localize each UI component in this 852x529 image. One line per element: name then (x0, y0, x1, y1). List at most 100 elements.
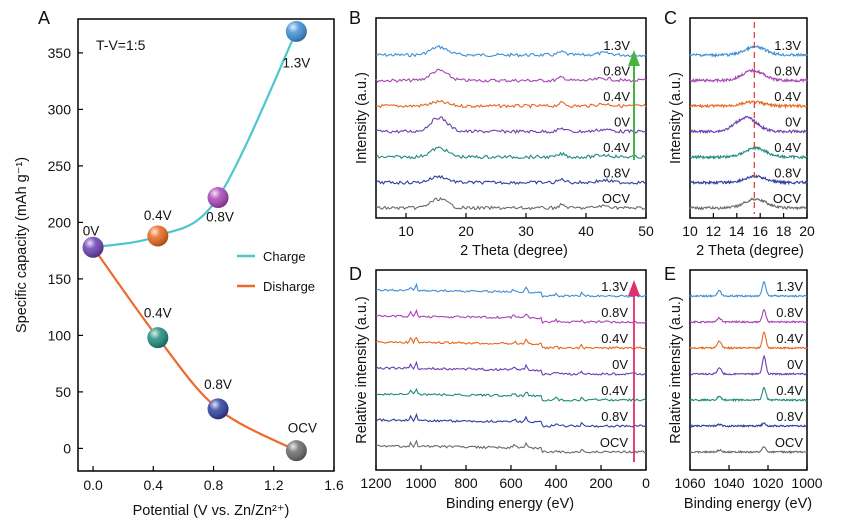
panel-d-ylabel: Relative intensity (a.u.) (354, 296, 370, 443)
panel-a-ytick-label: 0 (63, 440, 71, 456)
panel-d-trace-label: 0.8V (601, 305, 628, 320)
panel-d-trace (375, 387, 647, 402)
panel-b-trace (375, 116, 647, 135)
panel-c-trace (689, 174, 808, 186)
panel-b-trace-label: 1.3V (603, 38, 630, 53)
panel-b-trace-label: 0.8V (603, 166, 630, 181)
panel-d-trace (375, 439, 647, 454)
panel-c-trace (689, 197, 807, 211)
panel-a: A T-V=1:5 0.0 0.4 0.8 1.2 1.6 0 50 100 150 200 250… (14, 8, 344, 519)
panel-e-label: E (664, 264, 676, 284)
panel-d-trace-label: 0V (612, 357, 628, 372)
panel-c-xtick-label: 14 (729, 223, 745, 239)
panel-a-xlabel: Potential (V vs. Zn/Zn²⁺) (133, 503, 290, 519)
panel-a-ytick-label: 150 (48, 271, 72, 287)
panel-c-frame (689, 17, 808, 219)
panel-e-trace-label: 0.4V (776, 383, 803, 398)
panel-b-frame (375, 17, 647, 219)
panel-e-trace-label: 0.4V (776, 331, 803, 346)
panel-e-trace-label: OCV (775, 435, 804, 450)
panel-e-trace (689, 445, 808, 455)
panel-a-point-shine (82, 236, 104, 258)
panel-a-legend: Charge Disharge (237, 249, 315, 294)
panel-b-trace (375, 68, 647, 83)
panel-a-series-line-charge (92, 30, 298, 249)
panel-e-trace (689, 308, 808, 325)
panel-a-point-shine (285, 20, 307, 42)
panel-a-ylabel: Specific capacity (mAh g⁻¹) (14, 157, 30, 333)
panel-b-ylabel: Intensity (a.u.) (354, 72, 370, 164)
panel-a-label: A (38, 8, 50, 28)
panel-d-label: D (349, 264, 362, 284)
panel-d-xtick-label: 0 (642, 475, 650, 491)
panel-d-xtick-label: 200 (589, 475, 613, 491)
panel-c-trace-label: 1.3V (774, 38, 801, 53)
panel-c-trace (689, 67, 808, 84)
panel-a-xtick-label: 0.8 (204, 477, 224, 493)
panel-a-ytick-label: 50 (55, 384, 71, 400)
panel-c-trace-label: 0.8V (774, 64, 801, 79)
panel-b-xtick-label: 50 (638, 223, 654, 239)
panel-c: C 1.3V 0.8V 0.4V 0V 0.4V 0.8V OCV 10 12 14 16 18 20… (664, 8, 815, 259)
panel-e-trace (689, 386, 808, 402)
panel-d: D 1.3V 0.8V 0.4V 0V 0.4V 0.8V OCV 1200 1000 800 6… (349, 264, 650, 512)
panel-c-trace-label: 0V (785, 115, 801, 130)
panel-b-trace (375, 99, 647, 109)
panel-d-xtick-label: 1000 (405, 475, 436, 491)
panel-a-point-label: OCV (288, 421, 317, 436)
panel-c-trace-label: 0.4V (774, 89, 801, 104)
panel-a-point-shine (207, 398, 229, 420)
panel-e-trace-label: 0.8V (776, 409, 803, 424)
panel-a-point-shine (285, 440, 307, 462)
panel-e-trace (689, 280, 808, 298)
panel-d-xtick-label: 800 (454, 475, 478, 491)
panel-b-arrow-head (628, 50, 640, 66)
panel-a-point-label: 0.8V (204, 377, 232, 392)
panel-c-xlabel: 2 Theta (degree) (696, 243, 804, 259)
panel-b-trace (375, 197, 647, 211)
panel-a-xtick-label: 0.0 (83, 477, 103, 493)
panel-b-label: B (349, 8, 361, 28)
panel-d-xtick-label: 1200 (360, 475, 391, 491)
panel-d-trace (375, 412, 647, 428)
panel-a-xtick-label: 1.2 (264, 477, 284, 493)
panel-d-xlabel: Binding energy (eV) (446, 496, 574, 512)
panel-d-trace-label: OCV (600, 435, 629, 450)
panel-d-trace-label: 0.4V (601, 331, 628, 346)
panel-d-xtick-label: 400 (544, 475, 568, 491)
panel-d-trace (375, 336, 647, 350)
panel-b-xlabel: 2 Theta (degree) (460, 243, 568, 259)
panel-a-ytick-label: 100 (48, 327, 72, 343)
panel-c-trace-label: OCV (773, 191, 802, 206)
panel-e-xtick-label: 1060 (674, 475, 705, 491)
panel-e-trace (689, 422, 808, 428)
panel-b-trace-label: OCV (602, 191, 631, 206)
panel-c-xtick-label: 20 (799, 223, 815, 239)
panel-d-trace (375, 282, 647, 298)
panel-a-ytick-label: 250 (48, 158, 72, 174)
panel-e-ylabel: Relative intensity (a.u.) (668, 296, 684, 443)
panel-c-trace (689, 44, 808, 58)
panel-d-trace (375, 308, 647, 325)
panel-e-trace-label: 1.3V (776, 279, 803, 294)
panel-b-trace (375, 146, 647, 160)
panel-b-xtick-label: 20 (458, 223, 474, 239)
panel-b-xtick-label: 10 (398, 223, 414, 239)
panel-e-frame (689, 269, 808, 471)
panel-e-trace-label: 0.8V (776, 305, 803, 320)
panel-c-xtick-label: 16 (752, 223, 768, 239)
panel-e-xlabel: Binding energy (eV) (684, 496, 812, 512)
panel-b-trace (375, 44, 647, 58)
panel-b-trace-label: 0.4V (603, 140, 630, 155)
panel-e-xtick-label: 1000 (791, 475, 822, 491)
panel-b-trace-label: 0V (614, 115, 630, 130)
panel-c-ylabel: Intensity (a.u.) (668, 72, 684, 164)
panel-c-trace (689, 115, 808, 135)
panel-e-xtick-label: 1040 (713, 475, 744, 491)
panel-b-trace-label: 0.8V (603, 64, 630, 79)
panel-b-trace (375, 174, 647, 186)
panel-a-annotation: T-V=1:5 (96, 37, 146, 53)
panel-a-ytick-label: 300 (48, 101, 72, 117)
panel-a-ytick-label: 200 (48, 214, 72, 230)
legend-label-discharge: Disharge (263, 279, 315, 294)
